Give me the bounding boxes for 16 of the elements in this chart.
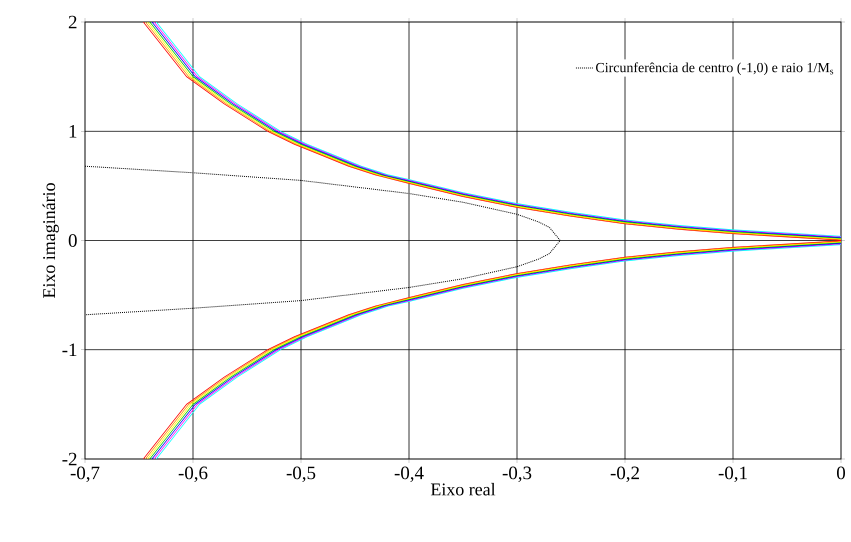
y-tick-label: -1 bbox=[62, 344, 76, 356]
x-tick-label: -0,3 bbox=[502, 466, 532, 482]
x-tick-label: -0,6 bbox=[178, 466, 208, 482]
legend-label: Circunferência de centro (-1,0) e raio 1/M$_{s}$ bbox=[596, 62, 834, 76]
x-tick-label: 0 bbox=[836, 466, 846, 480]
x-tick-label: -0,7 bbox=[70, 466, 100, 482]
y-axis-title: Eixo imaginário bbox=[42, 183, 59, 298]
x-tick-label: -0,2 bbox=[610, 466, 639, 482]
x-tick-label: -0,4 bbox=[394, 466, 424, 482]
x-tick-label: -0,1 bbox=[718, 466, 747, 482]
y-tick-label: 1 bbox=[70, 125, 76, 138]
y-tick-label: 2 bbox=[68, 16, 76, 28]
x-tick-label: -0,5 bbox=[286, 466, 316, 482]
y-tick-label: 0 bbox=[68, 234, 77, 247]
x-axis-title: Eixo real bbox=[430, 482, 496, 496]
y-tick-label: -2 bbox=[62, 452, 76, 466]
